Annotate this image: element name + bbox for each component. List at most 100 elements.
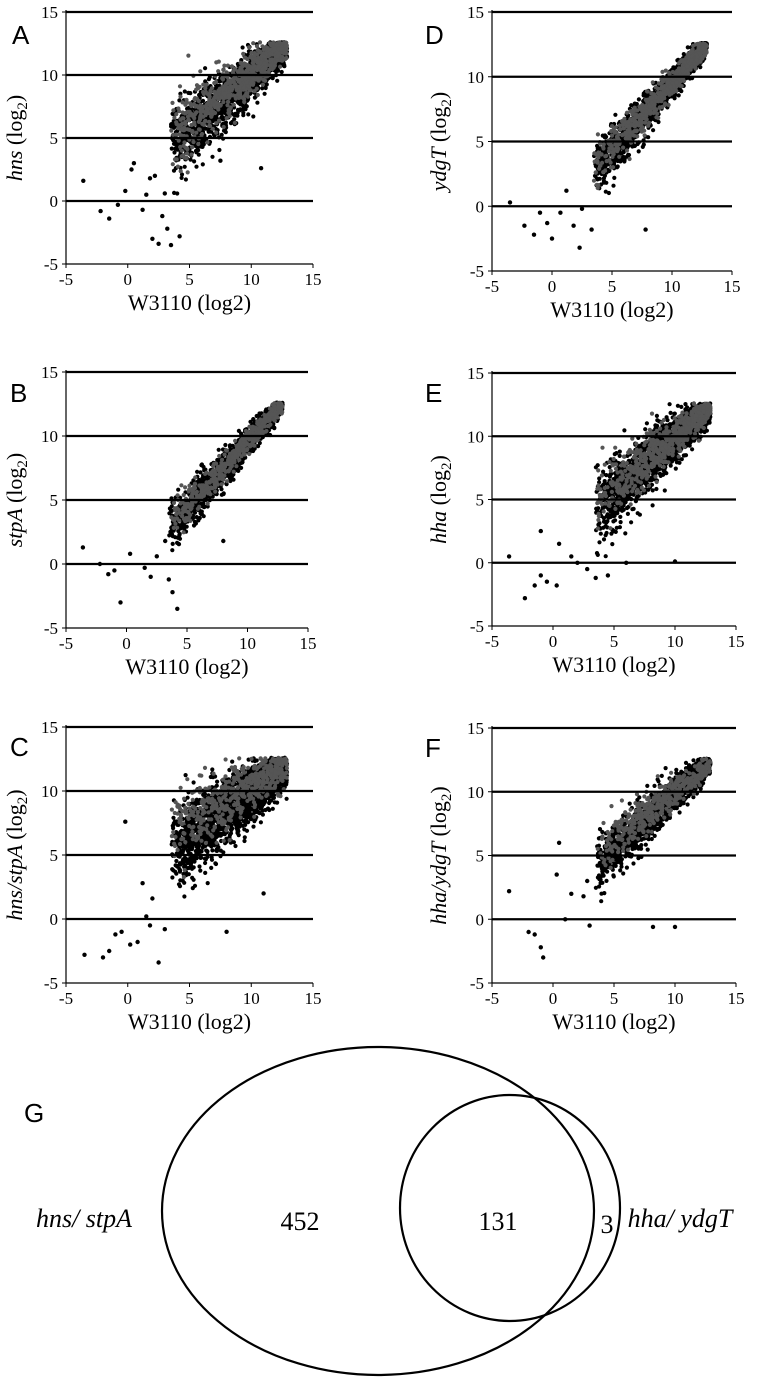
data-point (225, 103, 230, 108)
data-point (221, 124, 226, 130)
x-tick-label: 10 (243, 270, 260, 289)
data-point (200, 131, 205, 137)
data-point (171, 141, 177, 146)
data-point (182, 111, 187, 116)
data-point (186, 515, 191, 520)
data-point (210, 126, 215, 131)
data-point (199, 144, 204, 149)
data-point (261, 424, 267, 429)
data-point (250, 60, 255, 66)
data-point (191, 523, 197, 528)
data-point (192, 483, 197, 489)
data-point (209, 865, 214, 871)
data-point (226, 462, 231, 467)
data-point (179, 122, 184, 127)
data-point (201, 493, 206, 498)
data-point (204, 477, 209, 482)
data-point (150, 236, 155, 241)
data-point (162, 191, 167, 196)
data-point (203, 126, 208, 131)
data-point (193, 475, 198, 480)
data-point (269, 57, 274, 62)
data-point (247, 424, 252, 429)
data-point (118, 600, 123, 605)
data-point (170, 875, 175, 880)
data-point (227, 444, 233, 449)
x-tick-label: 10 (239, 634, 256, 653)
data-point (225, 63, 230, 68)
data-point (174, 112, 179, 117)
data-point (177, 234, 182, 239)
data-point (170, 534, 175, 539)
data-point (152, 173, 158, 178)
data-point (189, 103, 194, 109)
data-point (223, 442, 228, 448)
data-point (187, 503, 192, 508)
data-point (206, 128, 211, 133)
data-point (247, 430, 252, 435)
data-point (170, 590, 175, 595)
data-point (185, 114, 191, 119)
data-point (223, 462, 228, 467)
data-point (185, 795, 190, 800)
data-point (236, 428, 241, 433)
data-point (201, 464, 206, 469)
data-point (193, 148, 199, 153)
data-point (224, 116, 229, 121)
y-tick-label: 0 (50, 555, 59, 574)
data-point (160, 213, 165, 219)
data-point (196, 141, 201, 147)
data-point (257, 440, 262, 446)
data-point (201, 109, 206, 114)
data-point (169, 515, 174, 520)
data-point (182, 894, 187, 899)
data-point (251, 448, 256, 454)
data-point (282, 62, 287, 67)
data-point (177, 109, 182, 114)
data-point (251, 439, 257, 444)
data-point (250, 82, 256, 87)
data-point (177, 98, 182, 103)
data-point (211, 474, 217, 479)
data-point (243, 107, 248, 112)
data-point (263, 78, 268, 83)
data-point (255, 59, 260, 64)
data-point (178, 862, 183, 867)
data-point (261, 419, 266, 424)
data-point (239, 77, 244, 82)
y-axis-label-name: hns (2, 145, 27, 181)
data-point (220, 476, 225, 481)
data-point (238, 102, 243, 107)
data-point (225, 75, 230, 80)
data-point (189, 111, 194, 117)
data-point (179, 172, 185, 177)
data-point (262, 91, 267, 96)
data-point (210, 848, 215, 853)
data-point (217, 453, 222, 459)
data-point (244, 91, 249, 96)
data-point (219, 492, 224, 497)
data-point (237, 457, 242, 462)
data-point (203, 86, 208, 91)
y-tick-label: 15 (41, 363, 58, 382)
data-point (224, 70, 229, 75)
data-point (256, 444, 261, 449)
data-point (217, 118, 222, 123)
data-point (210, 486, 215, 491)
data-point (232, 66, 238, 71)
data-point (231, 102, 236, 107)
y-tick-label: 0 (50, 192, 59, 211)
data-point (173, 521, 178, 526)
data-point (183, 506, 188, 511)
data-point (241, 113, 246, 118)
data-point (239, 465, 244, 470)
data-point (185, 170, 190, 175)
data-point (244, 828, 250, 833)
data-point (181, 530, 186, 535)
data-point (278, 64, 283, 69)
y-axis-label: hns (log2) (2, 95, 31, 181)
data-point (219, 482, 224, 487)
data-point (174, 120, 179, 125)
data-point (229, 88, 234, 93)
